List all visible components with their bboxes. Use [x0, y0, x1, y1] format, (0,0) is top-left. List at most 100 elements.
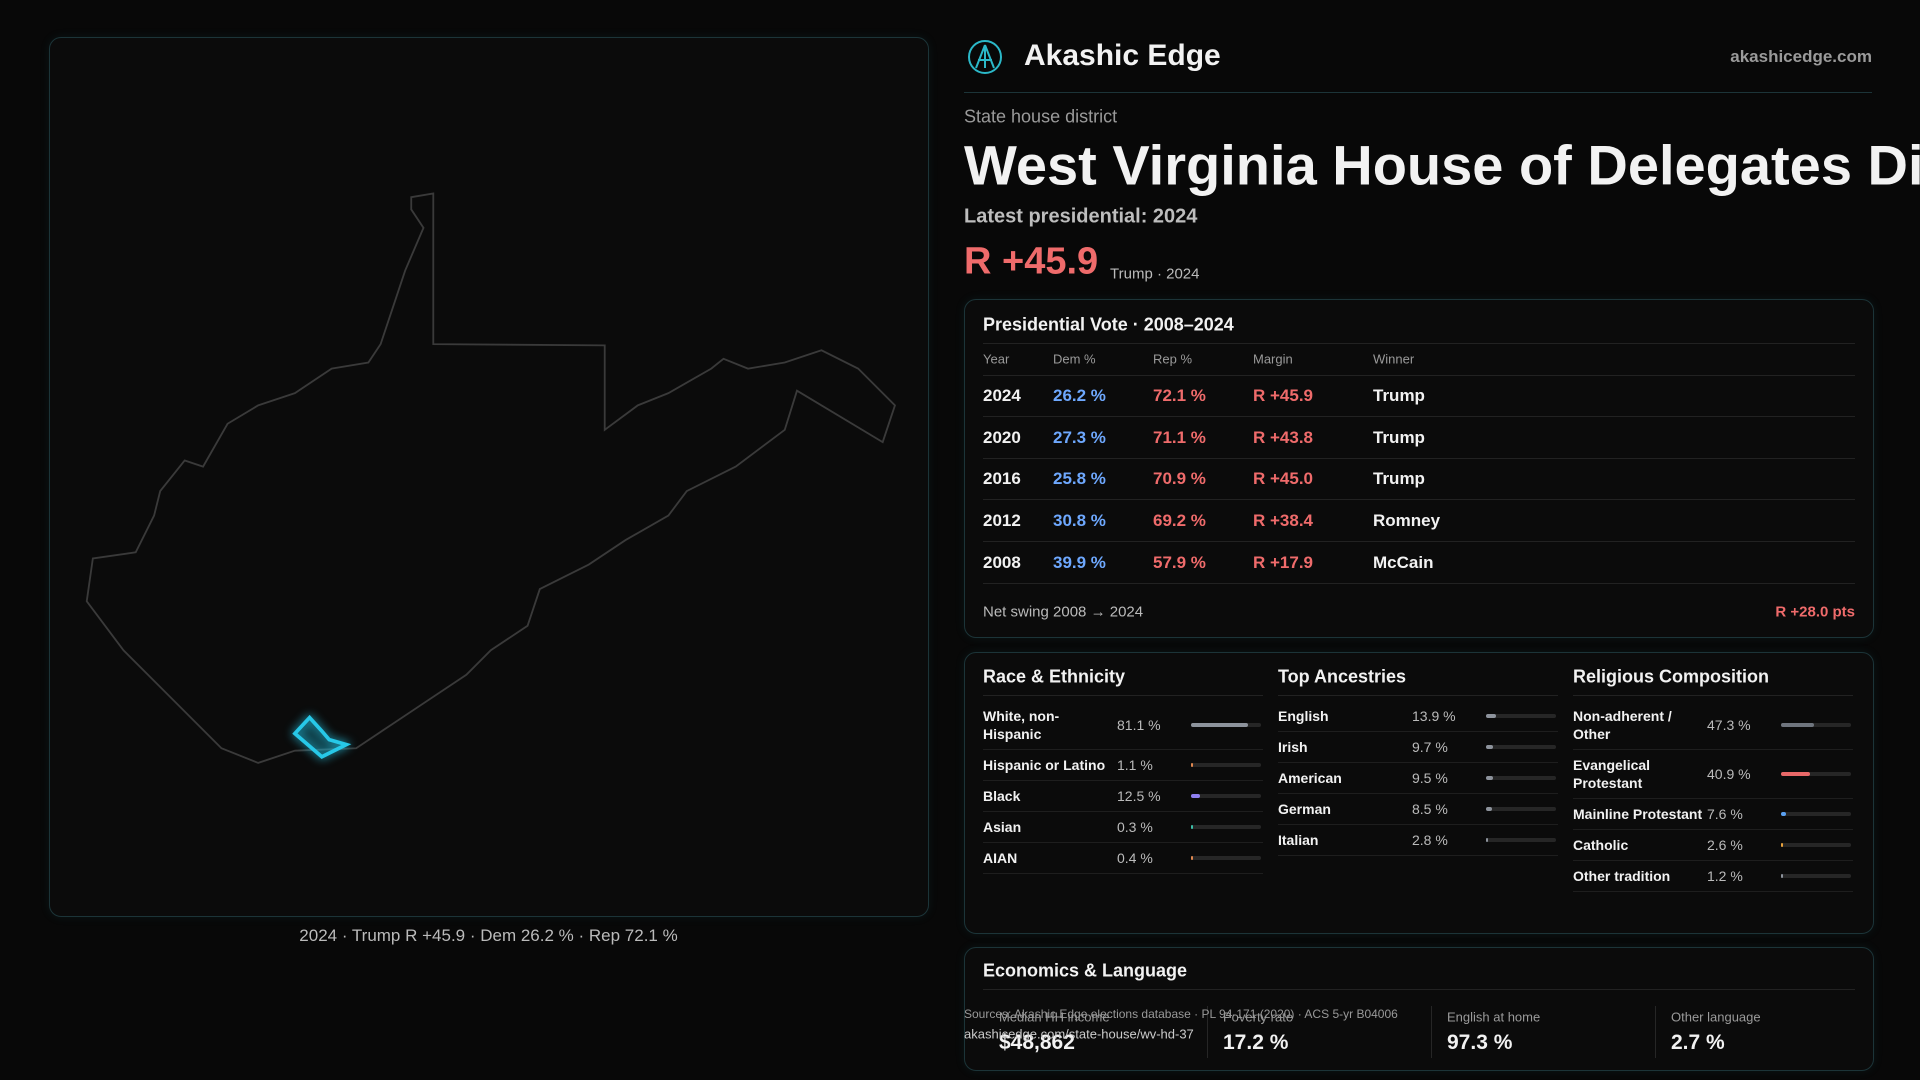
- bar: [1781, 843, 1783, 847]
- divider: [1431, 1006, 1432, 1058]
- brand: Akashic Edge: [1024, 39, 1221, 72]
- table-cell: R +17.9: [1253, 553, 1314, 572]
- divider: [1207, 1006, 1208, 1058]
- bar-label: Catholic: [1573, 837, 1629, 853]
- divider: [1278, 695, 1558, 696]
- logo: [968, 40, 1002, 74]
- bar-track: [1191, 825, 1261, 829]
- stat-label: Other language: [1671, 1009, 1761, 1025]
- stat-value: 97.3 %: [1447, 1031, 1513, 1054]
- bar-value: 81.1 %: [1117, 717, 1161, 733]
- bar: [1781, 772, 1810, 776]
- bar-label: Hispanic or Latino: [983, 757, 1106, 773]
- bar-label: Black: [983, 788, 1021, 804]
- bar: [1486, 714, 1496, 718]
- table-cell: McCain: [1373, 553, 1434, 572]
- bar-label: American: [1278, 770, 1342, 786]
- table-cell: 2012: [983, 511, 1021, 530]
- stat-value: 17.2 %: [1223, 1031, 1289, 1054]
- bar: [1191, 794, 1200, 798]
- bar-value: 2.8 %: [1412, 832, 1448, 848]
- swing-value: R +28.0 pts: [1775, 603, 1855, 621]
- bar: [1191, 723, 1248, 727]
- table-cell: 69.2 %: [1153, 511, 1206, 530]
- bar-value: 2.6 %: [1707, 837, 1743, 853]
- bar-value: 0.4 %: [1117, 850, 1153, 866]
- bar-track: [1486, 776, 1556, 780]
- bar-label: Evangelical Protestant: [1573, 757, 1651, 791]
- table-cell: 57.9 %: [1153, 553, 1206, 572]
- table-cell: Trump: [1373, 469, 1425, 488]
- card-title: Race & Ethnicity: [983, 666, 1126, 687]
- bar-track: [1781, 843, 1851, 847]
- presidential-card: Presidential Vote · 2008–2024 Year Dem % Re…: [964, 299, 1874, 638]
- divider: [983, 375, 1855, 376]
- divider: [983, 541, 1855, 542]
- table-cell: 2016: [983, 469, 1021, 488]
- bar-value: 9.5 %: [1412, 770, 1448, 786]
- bar-track: [1191, 856, 1261, 860]
- bar-label: White, non-Hispanic: [983, 708, 1060, 742]
- divider: [964, 92, 1872, 93]
- table-cell: 2024: [983, 386, 1021, 405]
- bar-value: 13.9 %: [1412, 708, 1456, 724]
- bar-track: [1781, 772, 1851, 776]
- bar-label: AIAN: [983, 850, 1018, 866]
- bar: [1191, 856, 1193, 860]
- sources: Sources: Akashic Edge elections database…: [964, 1007, 1398, 1021]
- table-cell: Trump: [1373, 386, 1425, 405]
- column-header: Year: [983, 351, 1010, 367]
- bar-value: 9.7 %: [1412, 739, 1448, 755]
- district-title: West Virginia House of Delegates Distr: [964, 133, 1920, 197]
- economics-card: Economics & Language Median HH income $48,…: [964, 947, 1874, 1071]
- domain: akashicedge.com: [1730, 47, 1872, 66]
- bar: [1191, 825, 1193, 829]
- table-cell: 30.8 %: [1053, 511, 1106, 530]
- bar: [1486, 745, 1493, 749]
- column-header: Margin: [1253, 351, 1293, 367]
- divider: [983, 989, 1855, 990]
- bar-value: 1.1 %: [1117, 757, 1153, 773]
- bar-list: Non-adherent / Other 47.3 % Evangelical Pr…: [1573, 701, 1853, 892]
- table-cell: 39.9 %: [1053, 553, 1106, 572]
- bar: [1781, 723, 1815, 727]
- bar-value: 40.9 %: [1707, 766, 1751, 782]
- table-cell: 25.8 %: [1053, 469, 1106, 488]
- latest-label: Latest presidential: 2024: [964, 205, 1198, 228]
- bar-row: Catholic 2.6 %: [1573, 830, 1853, 861]
- bar-value: 12.5 %: [1117, 788, 1161, 804]
- stat-label: Median HH income: [999, 1009, 1110, 1025]
- stat-label: English at home: [1447, 1009, 1541, 1025]
- divider: [1573, 695, 1853, 696]
- bar-row: German 8.5 %: [1278, 794, 1558, 825]
- bar-value: 47.3 %: [1707, 717, 1751, 733]
- bar-track: [1191, 794, 1261, 798]
- card-title: Economics & Language: [983, 960, 1188, 981]
- bar-row: Hispanic or Latino 1.1 %: [983, 750, 1263, 781]
- bar-row: Other tradition 1.2 %: [1573, 861, 1853, 892]
- bar-row: White, non-Hispanic 81.1 %: [983, 701, 1263, 750]
- stat-label: Poverty rate: [1223, 1009, 1294, 1025]
- bar-label: Mainline Protestant: [1573, 806, 1703, 822]
- divider: [983, 458, 1855, 459]
- bar-label: Italian: [1278, 832, 1319, 848]
- bar-row: Evangelical Protestant 40.9 %: [1573, 750, 1853, 799]
- map-caption: 2024 · Trump R +45.9 · Dem 26.2 % · Rep …: [299, 926, 678, 945]
- divider: [983, 583, 1855, 584]
- bar-row: Irish 9.7 %: [1278, 732, 1558, 763]
- stat-value: $48,862: [999, 1031, 1075, 1054]
- table-cell: 27.3 %: [1053, 428, 1106, 447]
- bar-row: AIAN 0.4 %: [983, 843, 1263, 874]
- bar-label: Asian: [983, 819, 1022, 835]
- bar-track: [1486, 745, 1556, 749]
- table-cell: 2020: [983, 428, 1021, 447]
- column-header: Rep %: [1153, 351, 1193, 367]
- bar-row: Asian 0.3 %: [983, 812, 1263, 843]
- divider: [983, 499, 1855, 500]
- divider: [983, 343, 1855, 344]
- source-url: akashicedge.com/state-house/wv-hd-37: [964, 1026, 1194, 1042]
- bar-track: [1781, 723, 1851, 727]
- district-kind: State house district: [964, 106, 1118, 127]
- bar-label: Irish: [1278, 739, 1308, 755]
